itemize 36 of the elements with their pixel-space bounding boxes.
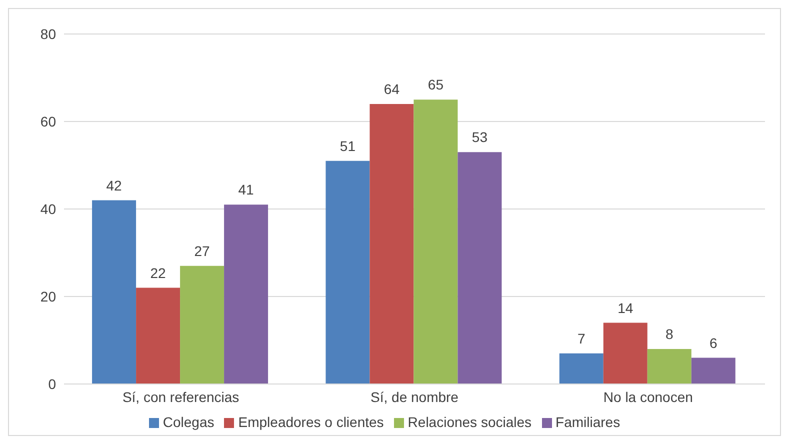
bar	[224, 204, 268, 384]
data-label: 14	[618, 300, 634, 316]
y-tick-label: 0	[48, 376, 56, 392]
bar	[458, 152, 502, 384]
y-tick-label: 20	[40, 288, 56, 304]
data-label: 53	[472, 129, 488, 146]
data-label: 22	[150, 264, 166, 281]
bar	[326, 160, 370, 384]
y-tick-label: 60	[40, 113, 56, 130]
x-tick-label: Sí, de nombre	[370, 388, 459, 405]
bar	[136, 288, 180, 384]
data-label: 41	[238, 182, 254, 198]
data-label: 42	[106, 177, 122, 194]
data-label: 65	[428, 76, 444, 93]
data-label: 8	[665, 326, 674, 342]
legend-label: Colegas	[162, 414, 214, 430]
bar	[92, 200, 136, 384]
bar	[647, 349, 692, 384]
bar	[691, 358, 736, 384]
bar	[559, 353, 604, 384]
data-label: 27	[194, 242, 210, 259]
bar	[414, 100, 458, 384]
data-label: 7	[577, 330, 586, 346]
legend-label: Familiares	[556, 414, 620, 430]
y-tick-label: 80	[40, 26, 56, 42]
bar	[370, 104, 414, 384]
y-tick-label: 40	[40, 200, 56, 217]
x-tick-label: No la conocen	[603, 388, 693, 405]
legend-label: Relaciones sociales	[408, 414, 532, 430]
bar	[603, 322, 648, 384]
data-label: 51	[340, 138, 356, 154]
data-label: 6	[709, 334, 718, 351]
bar	[180, 266, 224, 384]
data-label: 64	[384, 81, 400, 97]
x-tick-label: Sí, con referencias	[122, 388, 240, 405]
legend-label: Empleadores o clientes	[238, 414, 384, 430]
